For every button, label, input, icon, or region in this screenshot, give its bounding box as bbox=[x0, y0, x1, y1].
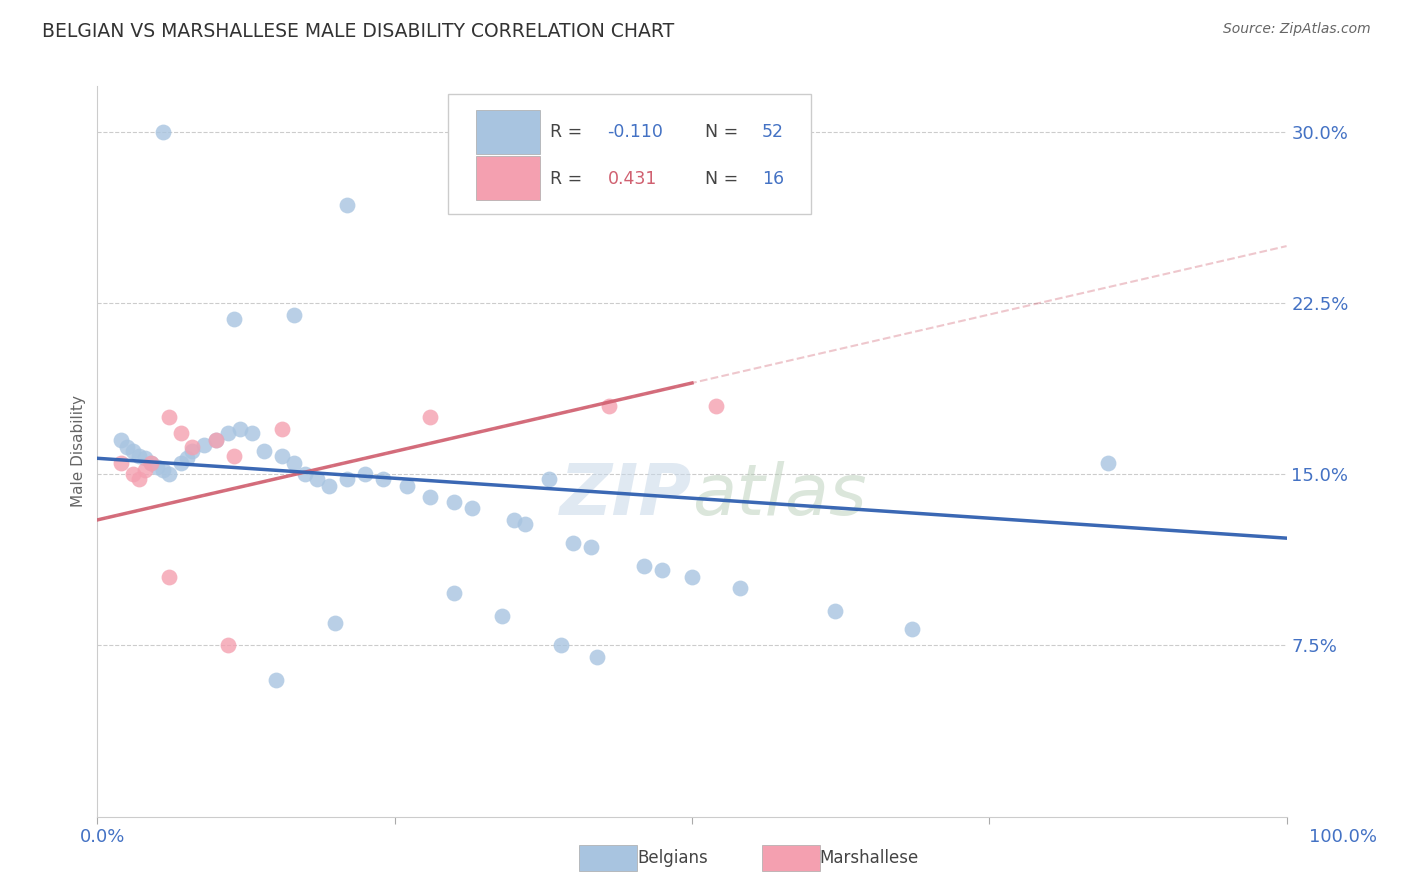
Point bbox=[336, 472, 359, 486]
Point bbox=[152, 125, 174, 139]
Point bbox=[395, 478, 418, 492]
Point bbox=[122, 467, 145, 482]
Point bbox=[443, 586, 465, 600]
Point bbox=[270, 449, 292, 463]
Point bbox=[110, 433, 132, 447]
Point bbox=[128, 472, 150, 486]
Point bbox=[176, 451, 198, 466]
Text: R =: R = bbox=[550, 123, 588, 141]
Point bbox=[491, 608, 513, 623]
Point bbox=[229, 422, 252, 436]
Point bbox=[443, 494, 465, 508]
Point bbox=[253, 444, 276, 458]
Point bbox=[205, 433, 228, 447]
Point bbox=[585, 649, 607, 664]
Text: ZIP: ZIP bbox=[560, 461, 692, 530]
Point bbox=[307, 472, 329, 486]
Point bbox=[217, 639, 239, 653]
Point bbox=[110, 456, 132, 470]
Point bbox=[901, 623, 924, 637]
Text: 0.0%: 0.0% bbox=[80, 828, 125, 846]
Text: 52: 52 bbox=[762, 123, 785, 141]
Point bbox=[515, 517, 537, 532]
Point bbox=[824, 604, 846, 618]
Text: N =: N = bbox=[704, 170, 744, 188]
Point bbox=[633, 558, 655, 573]
Point bbox=[354, 467, 377, 482]
Point bbox=[146, 460, 169, 475]
Point bbox=[704, 399, 727, 413]
Point bbox=[157, 410, 180, 425]
Text: 16: 16 bbox=[762, 170, 785, 188]
Point bbox=[598, 399, 620, 413]
Point bbox=[294, 467, 316, 482]
Text: Marshallese: Marshallese bbox=[820, 849, 920, 867]
Point bbox=[283, 456, 305, 470]
Point bbox=[538, 472, 561, 486]
Point bbox=[728, 582, 751, 596]
Point bbox=[270, 422, 292, 436]
Point bbox=[318, 478, 340, 492]
Point bbox=[579, 541, 602, 555]
Point bbox=[157, 467, 180, 482]
Point bbox=[169, 426, 191, 441]
Point bbox=[122, 444, 145, 458]
Point bbox=[651, 563, 673, 577]
FancyBboxPatch shape bbox=[475, 110, 540, 154]
Text: 100.0%: 100.0% bbox=[1309, 828, 1376, 846]
Point bbox=[224, 449, 246, 463]
Point bbox=[419, 490, 441, 504]
Point bbox=[181, 440, 204, 454]
Point bbox=[562, 535, 585, 549]
Point bbox=[681, 570, 703, 584]
Point bbox=[283, 308, 305, 322]
Point bbox=[502, 513, 524, 527]
Point bbox=[240, 426, 263, 441]
Point bbox=[205, 433, 228, 447]
Text: BELGIAN VS MARSHALLESE MALE DISABILITY CORRELATION CHART: BELGIAN VS MARSHALLESE MALE DISABILITY C… bbox=[42, 22, 675, 41]
Point bbox=[1097, 456, 1119, 470]
Text: -0.110: -0.110 bbox=[607, 123, 664, 141]
Point bbox=[139, 456, 162, 470]
Point bbox=[134, 463, 156, 477]
Text: R =: R = bbox=[550, 170, 588, 188]
Point bbox=[134, 451, 156, 466]
FancyBboxPatch shape bbox=[449, 94, 811, 214]
Point bbox=[461, 501, 484, 516]
Point bbox=[152, 463, 174, 477]
Point bbox=[157, 570, 180, 584]
Point bbox=[550, 639, 572, 653]
Point bbox=[169, 456, 191, 470]
Point bbox=[217, 426, 239, 441]
Text: atlas: atlas bbox=[692, 461, 866, 530]
Point bbox=[323, 615, 346, 630]
Point bbox=[139, 456, 162, 470]
Point bbox=[336, 198, 359, 212]
Point bbox=[419, 410, 441, 425]
Point bbox=[193, 437, 215, 451]
Point bbox=[371, 472, 394, 486]
Point bbox=[128, 449, 150, 463]
Y-axis label: Male Disability: Male Disability bbox=[72, 395, 86, 508]
Point bbox=[115, 440, 138, 454]
FancyBboxPatch shape bbox=[475, 156, 540, 201]
Text: Source: ZipAtlas.com: Source: ZipAtlas.com bbox=[1223, 22, 1371, 37]
Point bbox=[224, 312, 246, 326]
Point bbox=[264, 673, 287, 687]
Text: 0.431: 0.431 bbox=[607, 170, 657, 188]
Text: N =: N = bbox=[704, 123, 744, 141]
Point bbox=[181, 444, 204, 458]
Text: Belgians: Belgians bbox=[637, 849, 707, 867]
